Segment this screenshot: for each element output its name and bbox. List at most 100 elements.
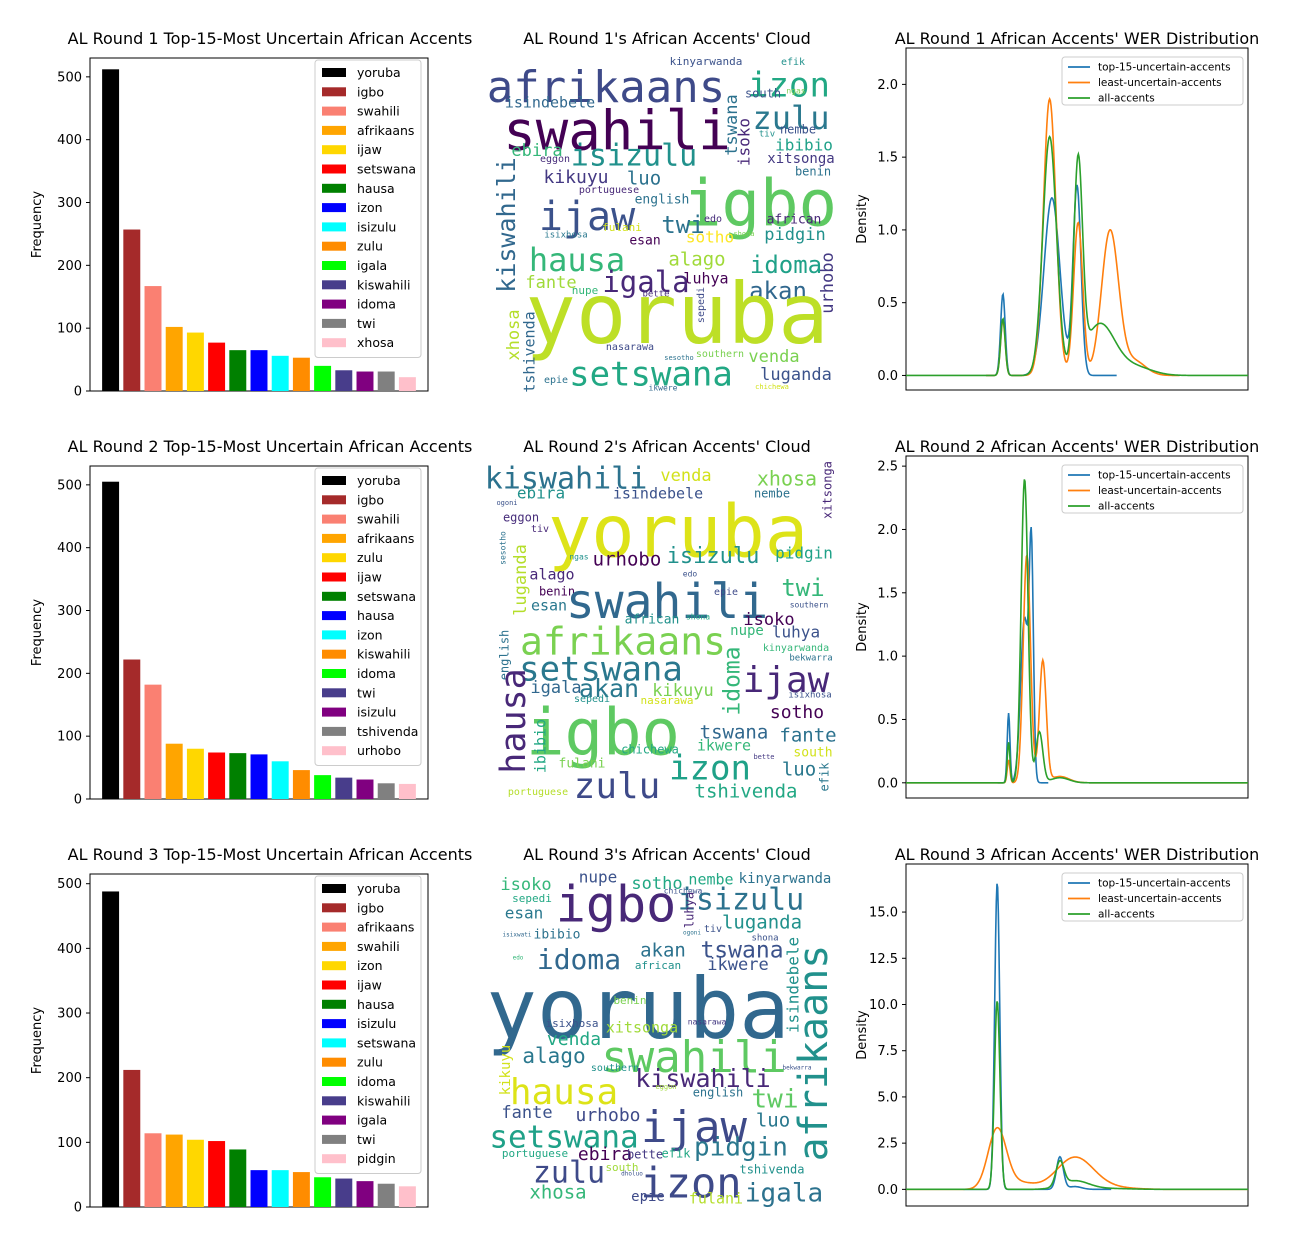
cloud-word-dholuo: dholuo <box>621 1171 643 1178</box>
cloud-word-idoma: idoma <box>537 943 621 976</box>
legend-swatch-setswana <box>322 1038 346 1048</box>
cloud-word-luhya: luhya <box>683 270 728 288</box>
cloud-word-luo: luo <box>782 759 816 781</box>
cloud-word-pidgin: pidgin <box>694 1133 788 1163</box>
cloud-word-kinyarwanda: kinyarwanda <box>670 55 743 68</box>
legend-label-all-accents: all-accents <box>1098 909 1155 921</box>
legend-label-kiswahili: kiswahili <box>357 1093 410 1108</box>
y-tick-label: 15.0 <box>869 906 898 921</box>
y-tick-label: 300 <box>57 1007 82 1022</box>
cloud-word-ngas: ngas <box>786 87 805 96</box>
bar-isizulu <box>250 1170 268 1207</box>
y-tick-label: 200 <box>57 667 82 682</box>
cloud-word-african: african <box>635 959 681 972</box>
cloud-word-kikuyu: kikuyu <box>543 167 608 188</box>
legend-swatch-setswana <box>322 164 346 174</box>
cloud-word-tshivenda: tshivenda <box>521 311 539 392</box>
cloud-word-efik: efik <box>662 1147 692 1161</box>
cloud-word-akan: akan <box>749 277 807 305</box>
cloud-word-tswana: tswana <box>722 94 742 155</box>
cloud-word-chichewa: chichewa <box>621 743 679 757</box>
legend-label-ijaw: ijaw <box>357 978 382 993</box>
legend-label-ijaw: ijaw <box>357 570 382 585</box>
legend-label-all-accents: all-accents <box>1098 93 1155 105</box>
legend-label-twi: twi <box>357 316 376 331</box>
legend-swatch-afrikaans <box>322 533 346 543</box>
legend-label-kiswahili: kiswahili <box>357 277 410 292</box>
cloud-word-ibibio: ibibio <box>775 136 833 155</box>
legend-swatch-twi <box>322 688 346 698</box>
cloud-word-luo: luo <box>756 1110 790 1132</box>
cloud-word-luganda: luganda <box>511 544 531 616</box>
cloud-word-nembe: nembe <box>688 871 733 889</box>
legend-swatch-isizulu <box>322 222 346 232</box>
cloud-word-kiswahili: kiswahili <box>485 462 648 497</box>
y-tick-label: 0.0 <box>877 776 898 791</box>
cloud-word-sesotho: sesotho <box>499 531 508 565</box>
cloud-word-bette: bette <box>642 290 669 300</box>
cloud-word-south: south <box>793 746 832 761</box>
y-tick-label: 5.0 <box>877 1090 898 1105</box>
cloud-word-yoruba: yoruba <box>525 265 828 363</box>
cloud-word-igbo: igbo <box>683 168 837 242</box>
legend-swatch-twi <box>322 1134 346 1144</box>
density-chart-title: AL Round 3 African Accents' WER Distribu… <box>895 845 1260 864</box>
legend-label-idoma: idoma <box>357 666 396 681</box>
cloud-word-nembe: nembe <box>780 123 816 137</box>
cloud-word-tswana: tswana <box>700 938 783 964</box>
bar-igala <box>314 365 332 391</box>
word-cloud-1: AL Round 1's African Accents' Cloud kinya… <box>487 29 838 395</box>
cloud-word-edo: edo <box>704 214 722 225</box>
y-tick-label: 100 <box>57 730 82 745</box>
cloud-word-swahili: swahili <box>503 100 731 163</box>
y-tick-label: 0.0 <box>877 369 898 384</box>
cloud-word-southern: southern <box>696 349 744 360</box>
cloud-word-luhya: luhya <box>683 892 697 928</box>
cloud-word-efik: efik <box>781 57 805 68</box>
cloud-word-english: english <box>693 1086 744 1100</box>
cloud-word-hausa: hausa <box>510 1072 618 1113</box>
legend-swatch-swahili <box>322 941 346 951</box>
cloud-word-efik: efik <box>818 762 832 792</box>
legend-label-least-uncertain-accents: least-uncertain-accents <box>1098 893 1222 905</box>
cloud-word-english: english <box>635 193 690 208</box>
y-tick-label: 0 <box>74 385 82 400</box>
bar-pidgin <box>398 1186 416 1207</box>
cloud-word-ijaw: ijaw <box>641 1102 747 1153</box>
bar-hausa <box>229 350 247 391</box>
cloud-word-zulu: zulu <box>752 99 829 137</box>
cloud-word-esan: esan <box>531 597 567 615</box>
cloud-word-south: south <box>605 1161 638 1174</box>
y-tick-label: 2.0 <box>877 523 898 538</box>
bar-hausa <box>229 1149 247 1207</box>
cloud-word-edo: edo <box>513 955 524 962</box>
cloud-word-kikuyu: kikuyu <box>652 681 713 701</box>
cloud-word-tiv: tiv <box>759 130 775 140</box>
y-axis-label: Density <box>855 1010 870 1060</box>
bar-zulu <box>186 748 204 799</box>
cloud-word-isoko: isoko <box>735 118 754 166</box>
legend-label-yoruba: yoruba <box>357 473 401 488</box>
cloud-word-african: african <box>767 213 822 228</box>
bar-izon <box>186 1139 204 1207</box>
legend-label-afrikaans: afrikaans <box>357 920 414 935</box>
y-tick-label: 0.5 <box>877 296 898 311</box>
bar-kiswahili <box>335 1178 353 1207</box>
y-tick-label: 0.5 <box>877 713 898 728</box>
legend-label-least-uncertain-accents: least-uncertain-accents <box>1098 485 1222 497</box>
cloud-word-afrikaans: afrikaans <box>487 62 725 113</box>
cloud-word-isixhosa: isixhosa <box>546 1017 599 1030</box>
bar-twi <box>335 777 353 799</box>
density-line-all-accents <box>906 479 1248 784</box>
legend-swatch-yoruba <box>322 476 346 485</box>
cloud-word-fante: fante <box>779 725 836 747</box>
cloud-word-fulani: fulani <box>559 757 606 772</box>
cloud-word-shona: shona <box>733 230 754 238</box>
word-cloud-3: AL Round 3's African Accents' Cloud isoko… <box>486 845 837 1209</box>
y-tick-label: 300 <box>57 196 82 211</box>
cloud-word-ebira: ebira <box>578 1144 632 1165</box>
cloud-word-tswana: tswana <box>700 722 769 744</box>
cloud-word-shona: shona <box>686 613 710 622</box>
legend-swatch-zulu <box>322 241 346 251</box>
legend-swatch-zulu <box>322 553 346 563</box>
